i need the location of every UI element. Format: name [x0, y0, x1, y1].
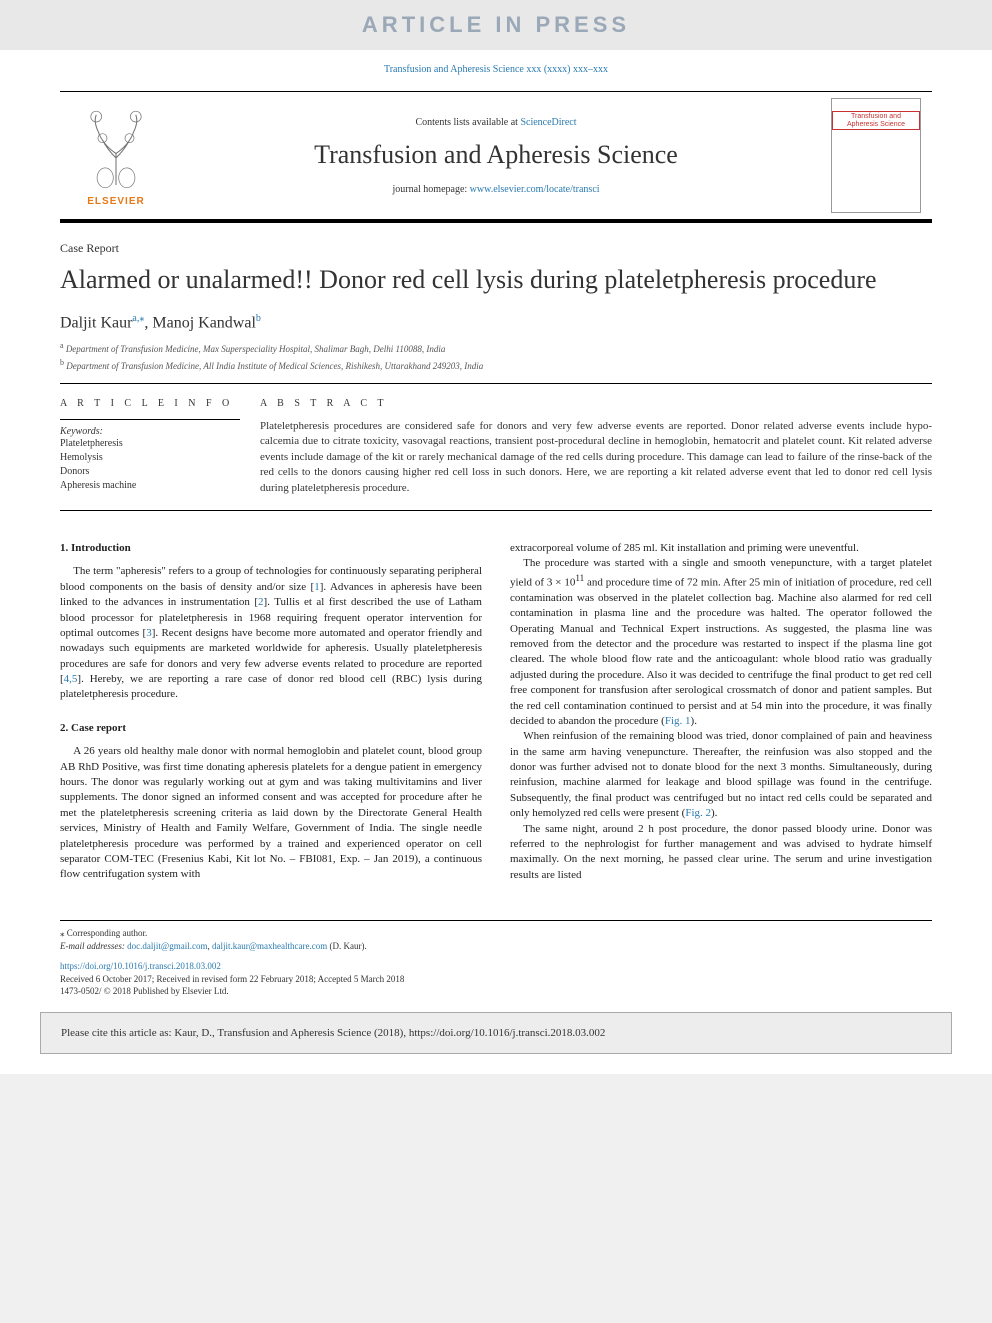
journal-cover-box: Transfusion and Apheresis Science [820, 92, 932, 219]
affiliation-b: b Department of Transfusion Medicine, Al… [60, 357, 932, 373]
contents-available-line: Contents lists available at ScienceDirec… [172, 117, 820, 128]
keyword-2: Hemolysis [60, 451, 240, 465]
publisher-name: ELSEVIER [87, 196, 144, 207]
affil-a-text: Department of Transfusion Medicine, Max … [66, 344, 446, 354]
journal-header: ELSEVIER Contents lists available at Sci… [60, 91, 932, 223]
email-label: E-mail addresses: [60, 941, 127, 951]
top-citation-line: Transfusion and Apheresis Science xxx (x… [0, 58, 992, 81]
body-two-columns: 1. Introduction The term "apheresis" ref… [60, 541, 932, 892]
document-type: Case Report [60, 241, 932, 256]
affil-b-text: Department of Transfusion Medicine, All … [66, 361, 483, 371]
author-2-name: Manoj Kandwal [152, 314, 256, 331]
ref-4-5-link[interactable]: 4,5 [64, 673, 78, 685]
fig-2-link[interactable]: Fig. 2 [685, 807, 711, 819]
footnotes: ⁎ Corresponding author. E-mail addresses… [60, 920, 932, 952]
author-2-affil-link[interactable]: b [256, 313, 261, 324]
article-title: Alarmed or unalarmed!! Donor red cell ly… [60, 264, 932, 297]
header-middle: Contents lists available at ScienceDirec… [172, 92, 820, 219]
email-line: E-mail addresses: doc.daljit@gmail.com, … [60, 940, 932, 953]
info-abstract-row: A R T I C L E I N F O Keywords: Platelet… [60, 398, 932, 511]
email-2-link[interactable]: daljit.kaur@maxhealthcare.com [212, 941, 327, 951]
keyword-4: Apheresis machine [60, 479, 240, 493]
author-1-name: Daljit Kaur [60, 314, 132, 331]
elsevier-tree-icon [71, 104, 161, 194]
email-1-link[interactable]: doc.daljit@gmail.com [127, 941, 207, 951]
contents-prefix: Contents lists available at [415, 117, 520, 128]
article-in-press-banner: ARTICLE IN PRESS [0, 0, 992, 50]
keyword-3: Donors [60, 465, 240, 479]
homepage-link[interactable]: www.elsevier.com/locate/transci [470, 184, 600, 195]
journal-title: Transfusion and Apheresis Science [172, 140, 820, 170]
page: ARTICLE IN PRESS Transfusion and Apheres… [0, 0, 992, 1074]
case-heading: 2. Case report [60, 721, 482, 736]
homepage-line: journal homepage: www.elsevier.com/locat… [172, 184, 820, 195]
homepage-prefix: journal homepage: [392, 184, 469, 195]
copyright-line: 1473-0502/ © 2018 Published by Elsevier … [60, 985, 932, 998]
history-dates: Received 6 October 2017; Received in rev… [60, 973, 932, 986]
sciencedirect-link[interactable]: ScienceDirect [520, 117, 576, 128]
cover-title: Transfusion and Apheresis Science [832, 111, 920, 130]
author-list: Daljit Kaura,⁎, Manoj Kandwalb [60, 313, 932, 332]
banner-text: ARTICLE IN PRESS [0, 12, 992, 38]
doi-block: https://doi.org/10.1016/j.transci.2018.0… [60, 960, 932, 998]
keyword-1: Plateletpheresis [60, 437, 240, 451]
publisher-logo-box: ELSEVIER [60, 92, 172, 219]
cite-this-article-box: Please cite this article as: Kaur, D., T… [40, 1012, 952, 1054]
article-info-column: A R T I C L E I N F O Keywords: Platelet… [60, 398, 260, 496]
abstract-column: A B S T R A C T Plateletpheresis procedu… [260, 398, 932, 496]
article-content: Case Report Alarmed or unalarmed!! Donor… [0, 223, 992, 892]
abstract-text: Plateletpheresis procedures are consider… [260, 419, 932, 496]
case-para-1b: extracorporeal volume of 285 ml. Kit ins… [510, 541, 932, 556]
affiliation-a: a Department of Transfusion Medicine, Ma… [60, 340, 932, 356]
intro-para-1: The term "apheresis" refers to a group o… [60, 564, 482, 703]
keywords-label: Keywords: [60, 419, 240, 437]
corresponding-author-note: ⁎ Corresponding author. [60, 927, 932, 940]
case-para-1: A 26 years old healthy male donor with n… [60, 744, 482, 883]
fig-1-link[interactable]: Fig. 1 [665, 715, 691, 727]
article-info-heading: A R T I C L E I N F O [60, 398, 240, 409]
section-case-report: 2. Case report A 26 years old healthy ma… [60, 721, 482, 883]
journal-cover-thumbnail: Transfusion and Apheresis Science [831, 98, 921, 213]
case-para-3: When reinfusion of the remaining blood w… [510, 729, 932, 821]
doi-link[interactable]: https://doi.org/10.1016/j.transci.2018.0… [60, 961, 221, 971]
affil-a-sup: a [60, 341, 64, 350]
case-para-4: The same night, around 2 h post procedur… [510, 822, 932, 884]
abstract-heading: A B S T R A C T [260, 398, 932, 409]
affil-b-sup: b [60, 358, 64, 367]
intro-heading: 1. Introduction [60, 541, 482, 556]
section-introduction: 1. Introduction The term "apheresis" ref… [60, 541, 482, 703]
case-para-2: The procedure was started with a single … [510, 556, 932, 729]
top-citation-link[interactable]: Transfusion and Apheresis Science xxx (x… [384, 64, 608, 75]
divider [60, 383, 932, 384]
